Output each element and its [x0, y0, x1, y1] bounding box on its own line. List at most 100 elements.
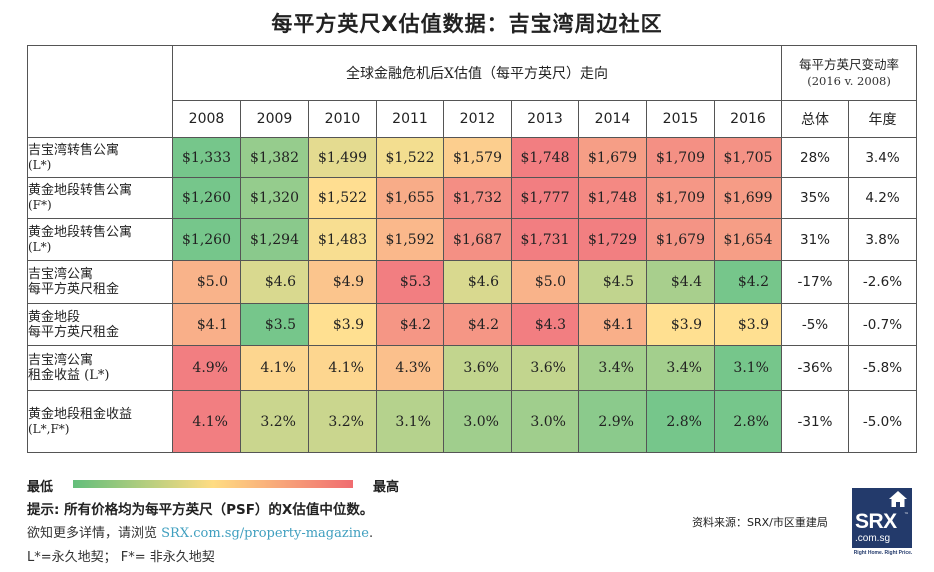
overall-change-cell: -17%: [781, 260, 849, 304]
corner-cell: [27, 45, 173, 138]
heatmap-table: 全球金融危机后X估值（每平方英尺）走向 每平方英尺变动率 (2016 v. 20…: [27, 45, 918, 453]
column-header-year: 2010: [308, 100, 377, 138]
heatmap-cell: $1,592: [376, 218, 444, 261]
heatmap-cell: $1,731: [511, 218, 579, 261]
heatmap-cell: 3.1%: [376, 390, 444, 453]
overall-change-cell: 28%: [781, 137, 849, 178]
heatmap-cell: $1,655: [376, 177, 444, 219]
heatmap-cell: 4.3%: [376, 345, 444, 391]
heatmap-cell: $3.9: [646, 303, 715, 346]
color-legend: 最低 最高: [27, 476, 407, 495]
heatmap-cell: $1,687: [443, 218, 512, 261]
row-label-sub: 每平方英尺租金: [28, 324, 120, 340]
heatmap-cell: $1,499: [308, 137, 377, 178]
column-header-year: 2016: [714, 100, 782, 138]
heatmap-cell: 3.6%: [443, 345, 512, 391]
row-label: 黄金地段 每平方英尺租金: [27, 303, 173, 346]
table-row: 黄金地段转售公寓 (L*) $1,260 $1,294 $1,483 $1,592 $1,6…: [27, 218, 918, 261]
heatmap-cell: $3.9: [308, 303, 377, 346]
annual-change-cell: -5.8%: [847, 345, 918, 391]
row-label-main: 黄金地段租金收益: [28, 406, 133, 422]
annual-change-cell: 3.8%: [847, 218, 918, 261]
heatmap-cell: $1,699: [714, 177, 782, 219]
heatmap-cell: 4.1%: [308, 345, 377, 391]
change-header-subtitle: (2016 v. 2008): [807, 74, 891, 88]
row-label: 吉宝湾公寓 租金收益 (L*): [27, 345, 173, 391]
heatmap-cell: $1,654: [714, 218, 782, 261]
row-label: 黄金地段转售公寓 (L*): [27, 218, 173, 261]
legend-high-label: 最高: [373, 480, 400, 495]
heatmap-cell: $4.1: [578, 303, 647, 346]
row-label-sub: 每平方英尺租金: [28, 282, 120, 297]
more-info-text: 欲知更多详情，请浏览: [27, 526, 162, 541]
table-row: 黄金地段 每平方英尺租金 $4.1 $3.5 $3.9 $4.2 $4.2 $4.3 $4.1 $…: [27, 303, 918, 346]
heatmap-cell: $1,522: [376, 137, 444, 178]
table-row: 吉宝湾转售公寓 (L*) $1,333 $1,382 $1,499 $1,522 $1,57…: [27, 137, 918, 178]
logo-tagline: Right Home. Right Price.: [853, 550, 913, 556]
heatmap-cell: 2.9%: [578, 390, 647, 453]
heatmap-cell: $5.0: [511, 260, 579, 304]
heatmap-cell: 3.4%: [646, 345, 715, 391]
heatmap-cell: $4.2: [376, 303, 444, 346]
srx-logo: SRX ™ .com.sg: [852, 488, 912, 548]
heatmap-cell: $1,679: [578, 137, 647, 178]
legend-low-label: 最低: [27, 480, 54, 495]
overall-change-cell: -5%: [781, 303, 849, 346]
row-label-main: 吉宝湾公寓: [28, 267, 94, 282]
heatmap-cell: $1,260: [172, 218, 241, 261]
annual-change-cell: -5.0%: [847, 390, 918, 453]
heatmap-cell: $1,777: [511, 177, 579, 219]
heatmap-cell: 3.4%: [578, 345, 647, 391]
change-header-title: 每平方英尺变动率: [799, 57, 900, 72]
heatmap-cell: $4.6: [443, 260, 512, 304]
table-row: 黄金地段租金收益 (L*,F*) 4.1% 3.2% 3.2% 3.1% 3.0% 3.0% 2…: [27, 390, 918, 453]
heatmap-cell: 3.1%: [714, 345, 782, 391]
heatmap-cell: $1,333: [172, 137, 241, 178]
annual-change-cell: -0.7%: [847, 303, 918, 346]
heatmap-cell: $5.3: [376, 260, 444, 304]
heatmap-cell: 4.1%: [240, 345, 309, 391]
heatmap-cell: $4.6: [240, 260, 309, 304]
heatmap-cell: $4.2: [443, 303, 512, 346]
table-row: 吉宝湾公寓 每平方英尺租金 $5.0 $4.6 $4.9 $5.3 $4.6 $5.0 $4.5…: [27, 260, 918, 304]
heatmap-cell: $1,709: [646, 137, 715, 178]
heatmap-cell: 4.1%: [172, 390, 241, 453]
column-header-overall: 总体: [781, 100, 849, 138]
row-label: 吉宝湾转售公寓 (L*): [27, 137, 173, 178]
column-header-year: 2008: [172, 100, 241, 138]
overall-change-cell: -36%: [781, 345, 849, 391]
row-label-sub: (L*): [28, 157, 52, 172]
annual-change-cell: -2.6%: [847, 260, 918, 304]
row-label: 吉宝湾公寓 每平方英尺租金: [27, 260, 173, 304]
property-magazine-link[interactable]: SRX.com.sg/property-magazine: [161, 526, 369, 541]
annual-change-cell: 4.2%: [847, 177, 918, 219]
heatmap-cell: $3.9: [714, 303, 782, 346]
heatmap-cell: $1,748: [578, 177, 647, 219]
row-label-main: 吉宝湾转售公寓: [28, 142, 120, 158]
more-info-suffix: .: [368, 526, 374, 541]
heatmap-cell: $3.5: [240, 303, 309, 346]
legend-gradient-bar: [73, 480, 353, 488]
more-info-note: 欲知更多详情，请浏览 SRX.com.sg/property-magazine.: [27, 522, 373, 541]
heatmap-cell: $1,522: [308, 177, 377, 219]
heatmap-cell: $1,382: [240, 137, 309, 178]
logo-trademark: ™: [904, 512, 909, 518]
heatmap-cell: $1,729: [578, 218, 647, 261]
column-header-year: 2012: [443, 100, 512, 138]
column-header-year: 2011: [376, 100, 444, 138]
column-header-year: 2009: [240, 100, 309, 138]
page-title: 每平方英尺X估值数据：吉宝湾周边社区: [271, 12, 663, 36]
heatmap-cell: 3.6%: [511, 345, 579, 391]
heatmap-cell: $4.3: [511, 303, 579, 346]
row-label-sub: (L*,F*): [28, 421, 70, 436]
heatmap-cell: $4.4: [646, 260, 715, 304]
tip-note: 提示: 所有价格均为每平方英尺（PSF）的X估值中位数。: [27, 502, 374, 518]
row-label-main: 黄金地段转售公寓: [28, 183, 133, 198]
heatmap-cell: $1,320: [240, 177, 309, 219]
house-icon: [889, 491, 907, 507]
group-header: 全球金融危机后X估值（每平方英尺）走向: [172, 45, 782, 101]
table-row: 黄金地段转售公寓 (F*) $1,260 $1,320 $1,522 $1,655 $1,7…: [27, 177, 918, 219]
tenure-note: L*=永久地契； F*= 非永久地契: [27, 550, 215, 565]
row-label-main: 黄金地段: [28, 309, 81, 325]
heatmap-cell: 2.8%: [714, 390, 782, 453]
